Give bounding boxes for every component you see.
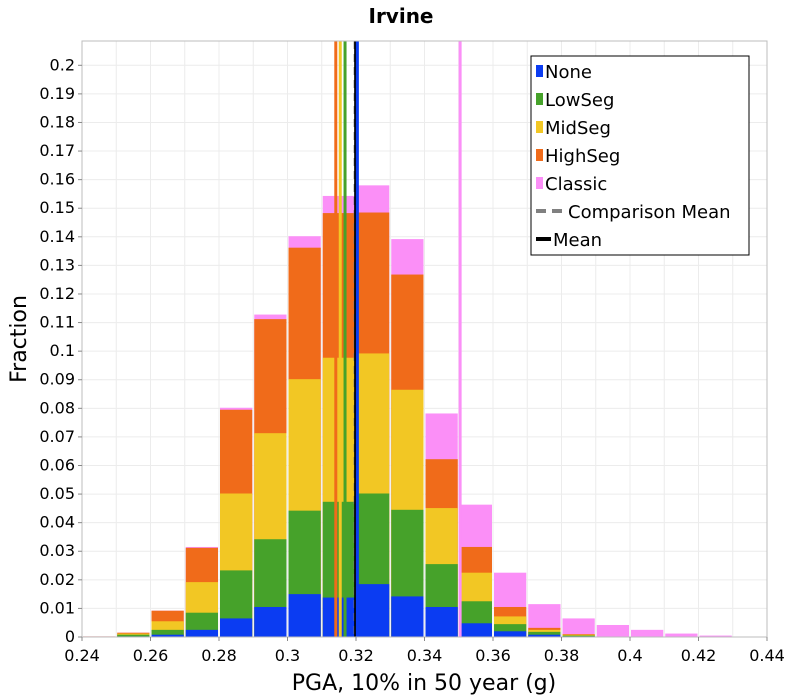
y-axis-ticks: 0 0.01 0.02 0.03 0.04 0.05 0.06 0.07 0.08 0.09 0.1…: [39, 55, 82, 646]
x-axis-label: PGA, 10% in 50 year (g): [292, 671, 556, 696]
x-tick-label: 0.26: [133, 646, 169, 665]
legend-box: [530, 55, 750, 256]
bar-classic-14: [562, 618, 595, 637]
x-tick-label: 0.28: [201, 646, 237, 665]
y-tick-label: 0.12: [39, 284, 75, 303]
legend-label-none: None: [545, 62, 592, 83]
bar-none-11: [459, 623, 492, 637]
y-tick-label: 0.15: [39, 198, 75, 217]
legend-swatch-lowseg: [536, 93, 543, 105]
legend-label-classic: Classic: [545, 174, 607, 195]
y-tick-label: 0.17: [39, 141, 75, 160]
y-tick-label: 0.03: [39, 541, 75, 560]
y-tick-label: 0.01: [39, 598, 75, 617]
y-tick-label: 0.05: [39, 484, 75, 503]
legend-label-comparison-mean: Comparison Mean: [568, 202, 731, 223]
bar-none-5: [254, 606, 287, 637]
bar-classic-17: [665, 633, 698, 637]
x-tick-label: 0.44: [749, 646, 785, 665]
legend-label-lowseg: LowSeg: [545, 90, 614, 111]
y-tick-label: 0.02: [39, 570, 75, 589]
y-tick-label: 0.18: [39, 112, 75, 131]
y-tick-label: 0.04: [39, 513, 75, 532]
y-tick-label: 0.16: [39, 170, 75, 189]
legend-label-mean: Mean: [553, 230, 602, 251]
x-tick-label: 0.38: [544, 646, 580, 665]
bar-classic-18: [699, 635, 732, 637]
bar-none-2: [151, 634, 184, 637]
bar-none-10: [425, 606, 458, 637]
bar-none-4: [220, 618, 253, 637]
x-tick-label: 0.34: [407, 646, 443, 665]
legend-swatch-classic: [536, 177, 543, 189]
legend-label-midseg: MidSeg: [545, 118, 611, 139]
chart-title: Irvine: [369, 4, 434, 28]
legend: None LowSeg MidSeg HighSeg Classic Comparison…: [530, 55, 750, 256]
legend-label-highseg: HighSeg: [545, 146, 620, 167]
y-tick-label: 0.08: [39, 398, 75, 417]
y-tick-label: 0: [65, 627, 75, 646]
legend-swatch-midseg: [536, 121, 543, 133]
y-axis-label: Fraction: [7, 295, 32, 383]
y-tick-label: 0.06: [39, 455, 75, 474]
bar-lowseg-14: [562, 635, 595, 637]
bar-none-3: [185, 629, 218, 637]
x-tick-label: 0.36: [475, 646, 511, 665]
legend-swatch-none: [536, 65, 543, 77]
bar-classic-15: [596, 624, 629, 637]
legend-swatch-highseg: [536, 149, 543, 161]
y-tick-label: 0.11: [39, 313, 75, 332]
bar-none-12: [494, 631, 527, 637]
x-axis-ticks: 0.24 0.26 0.28 0.3 0.32 0.34 0.36 0.38 0.4 0.42 0.…: [64, 637, 785, 665]
x-tick-label: 0.42: [681, 646, 717, 665]
y-tick-label: 0.07: [39, 427, 75, 446]
bar-none-8: [357, 584, 390, 637]
bar-none-13: [528, 634, 561, 637]
bar-lowseg-13: [528, 631, 561, 637]
y-tick-label: 0.13: [39, 255, 75, 274]
mean-lines: [334, 41, 462, 637]
bar-classic-16: [631, 629, 664, 637]
x-tick-label: 0.3: [275, 646, 300, 665]
bar-lowseg-1: [117, 634, 150, 637]
bar-none-6: [288, 594, 321, 637]
x-tick-label: 0.32: [338, 646, 374, 665]
y-tick-label: 0.2: [50, 55, 75, 74]
y-tick-label: 0.19: [39, 84, 75, 103]
x-tick-label: 0.24: [64, 646, 100, 665]
y-tick-label: 0.09: [39, 370, 75, 389]
y-tick-label: 0.1: [50, 341, 75, 360]
y-tick-label: 0.14: [39, 227, 75, 246]
bar-lowseg-2: [151, 629, 184, 637]
bar-none-9: [391, 596, 424, 637]
x-tick-label: 0.4: [617, 646, 642, 665]
